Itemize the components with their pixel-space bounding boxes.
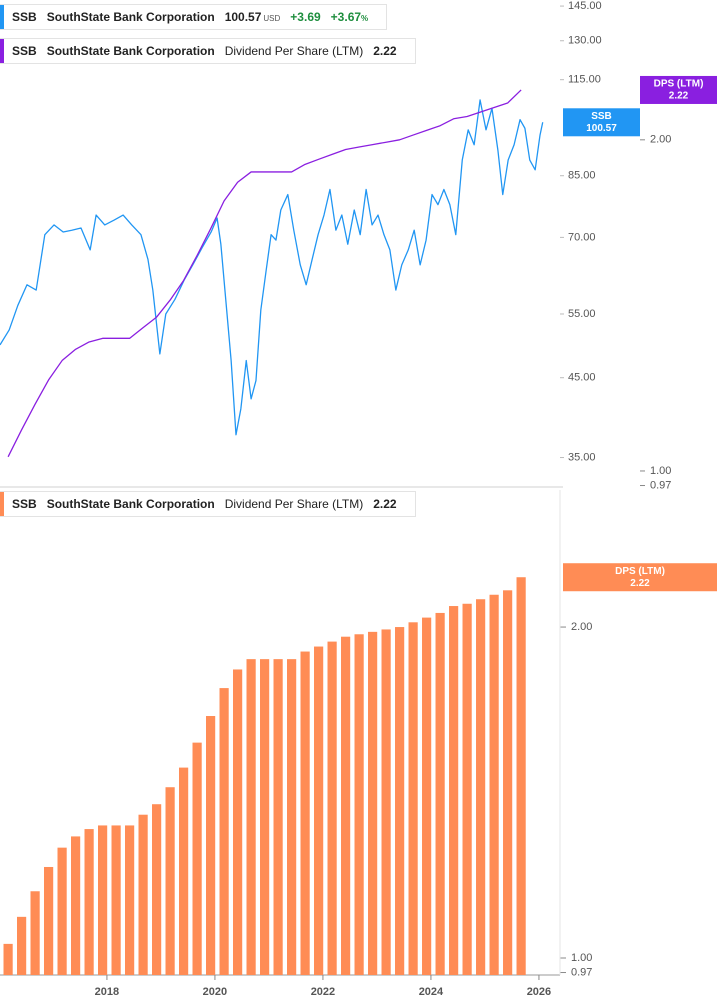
legend-swatch [0,39,4,63]
value-tag [563,108,640,137]
legend-swatch [0,492,4,516]
bar [435,612,445,975]
y-tick-label: 45.00 [568,372,596,384]
legend-swatch [0,5,4,29]
metric: Dividend Per Share (LTM) [224,497,364,511]
bar [192,742,202,975]
legend-row: SSB SouthState Bank Corporation Dividend… [0,491,416,517]
y-tick-label: 130.00 [568,35,602,47]
bar [233,669,243,975]
x-tick-label: 2024 [419,986,444,998]
y2-tick-label: 0.97 [650,479,671,491]
series-line [0,99,544,436]
value-tag-value: 2.22 [669,91,689,102]
metric-value: 2.22 [373,44,397,58]
bar [260,659,270,975]
y-tick-label: 115.00 [568,74,601,86]
bar [30,891,40,975]
bar [98,825,108,975]
value-tag-value: 100.57 [586,123,617,134]
change-pct: +3.67 [330,10,362,24]
bar [44,866,54,975]
bar [422,617,432,975]
y-tick-label: 85.00 [568,170,596,182]
x-tick-label: 2018 [95,986,119,998]
bar [111,825,121,975]
bar [516,577,526,975]
bar [138,814,148,975]
value-tag [563,563,717,592]
bar [300,651,310,975]
y-tick-label: 55.00 [568,308,596,320]
y-tick-label: 35.00 [568,451,596,463]
bar [3,943,13,975]
bar [489,594,499,975]
bar [476,599,486,975]
change: +3.69 [290,10,321,24]
bar [17,916,27,975]
currency: USD [263,14,281,23]
bar [219,688,229,975]
bar [503,590,513,975]
series-line [7,89,522,458]
bar [273,659,283,975]
bar [341,636,351,975]
bar [71,836,81,975]
company: SouthState Bank Corporation [46,497,215,511]
x-tick-label: 2022 [311,986,335,998]
y-tick-label: 1.00 [571,952,592,964]
bar [381,629,391,975]
y-tick-label: 70.00 [568,231,596,243]
ticker: SSB [12,44,37,58]
bar [462,603,472,975]
value-tag-name: DPS (LTM) [654,79,704,90]
bar [57,847,67,975]
x-tick-label: 2026 [527,986,551,998]
company: SouthState Bank Corporation [46,10,215,24]
y-tick-label: 145.00 [568,0,602,12]
bar [449,606,459,975]
metric-value: 2.22 [373,497,397,511]
price: 100.57 [224,10,262,24]
pct-unit: % [361,14,369,23]
bar [179,767,189,975]
ticker: SSB [12,10,37,24]
x-tick-label: 2020 [203,986,227,998]
y-tick-label: 0.97 [571,966,592,978]
bar [368,631,378,975]
legend-row: SSB SouthState Bank Corporation Dividend… [0,38,416,64]
value-tag-name: SSB [591,111,612,122]
value-tag-value: 2.22 [630,578,650,589]
bar [246,659,256,975]
bar [314,646,324,975]
bar [125,825,135,975]
value-tag [640,75,717,104]
ticker: SSB [12,497,37,511]
y2-tick-label: 1.00 [650,465,671,477]
bar [408,622,418,975]
legend-row: SSB SouthState Bank Corporation 100.57 U… [0,4,388,30]
y-tick-label: 2.00 [571,621,592,633]
bar [354,634,364,975]
bar [165,787,175,975]
y2-tick-label: 2.00 [650,134,671,146]
company: SouthState Bank Corporation [46,44,215,58]
bar [84,829,94,975]
bar [152,804,162,975]
bar [206,716,216,975]
value-tag-name: DPS (LTM) [615,566,665,577]
bar [327,641,337,975]
metric: Dividend Per Share (LTM) [224,44,364,58]
bar [395,627,405,975]
bar [287,659,297,975]
